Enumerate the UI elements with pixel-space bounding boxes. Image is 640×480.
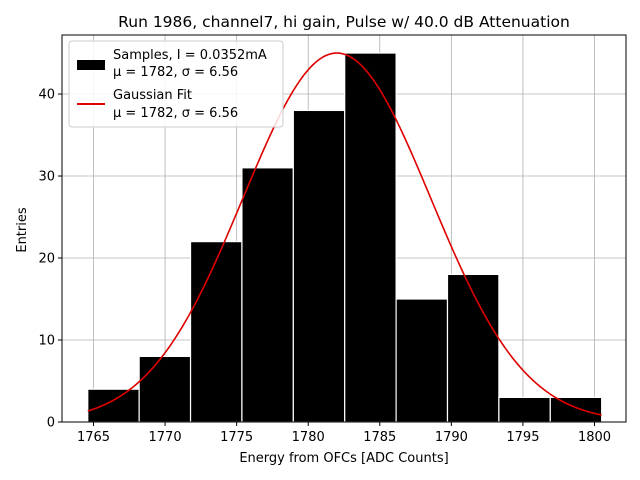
chart-title: Run 1986, channel7, hi gain, Pulse w/ 40…: [118, 13, 570, 31]
histogram-bar: [549, 396, 603, 423]
y-tick-label: 30: [38, 170, 55, 185]
histogram-bar: [446, 273, 500, 423]
x-tick-label: 1770: [149, 430, 182, 445]
histogram-bar: [344, 52, 397, 423]
x-tick-label: 1780: [292, 430, 325, 445]
histogram-bar: [241, 167, 294, 423]
legend-label-fit: Gaussian Fit: [113, 88, 192, 103]
histogram-bar: [292, 109, 346, 423]
plot-area: 1765 1770 1775 1780 1785 1790 1795 1800 0 10 20 30 4…: [38, 34, 627, 445]
x-tick-label: 1790: [435, 430, 468, 445]
x-tick-label: 1800: [578, 430, 611, 445]
histogram-bar: [395, 298, 449, 423]
x-tick-label: 1795: [506, 430, 539, 445]
y-tick-label: 20: [38, 252, 55, 267]
y-tick-label: 10: [38, 334, 55, 349]
legend: Samples, I = 0.0352mA μ = 1782, σ = 6.56 G…: [68, 40, 284, 128]
histogram-bar: [189, 241, 243, 423]
x-tick-label: 1785: [363, 430, 396, 445]
axes-frame: [61, 34, 627, 423]
y-tick-label: 40: [38, 88, 55, 103]
x-axis-label: Energy from OFCs [ADC Counts]: [239, 451, 448, 466]
y-tick-label: 0: [47, 416, 55, 431]
histogram-bar: [87, 388, 140, 423]
histogram-bar: [498, 396, 551, 423]
gaussian-fit-line: [87, 52, 602, 416]
legend-swatch-samples: [77, 60, 105, 70]
y-axis-label: Entries: [15, 207, 30, 253]
legend-label-samples-stats: μ = 1782, σ = 6.56: [113, 65, 238, 80]
x-tick-label: 1765: [77, 430, 110, 445]
histogram-bar: [138, 355, 192, 423]
legend-box: [68, 40, 284, 128]
legend-label-samples: Samples, I = 0.0352mA: [113, 48, 267, 63]
legend-label-fit-stats: μ = 1782, σ = 6.56: [113, 106, 238, 121]
x-tick-label: 1775: [220, 430, 253, 445]
